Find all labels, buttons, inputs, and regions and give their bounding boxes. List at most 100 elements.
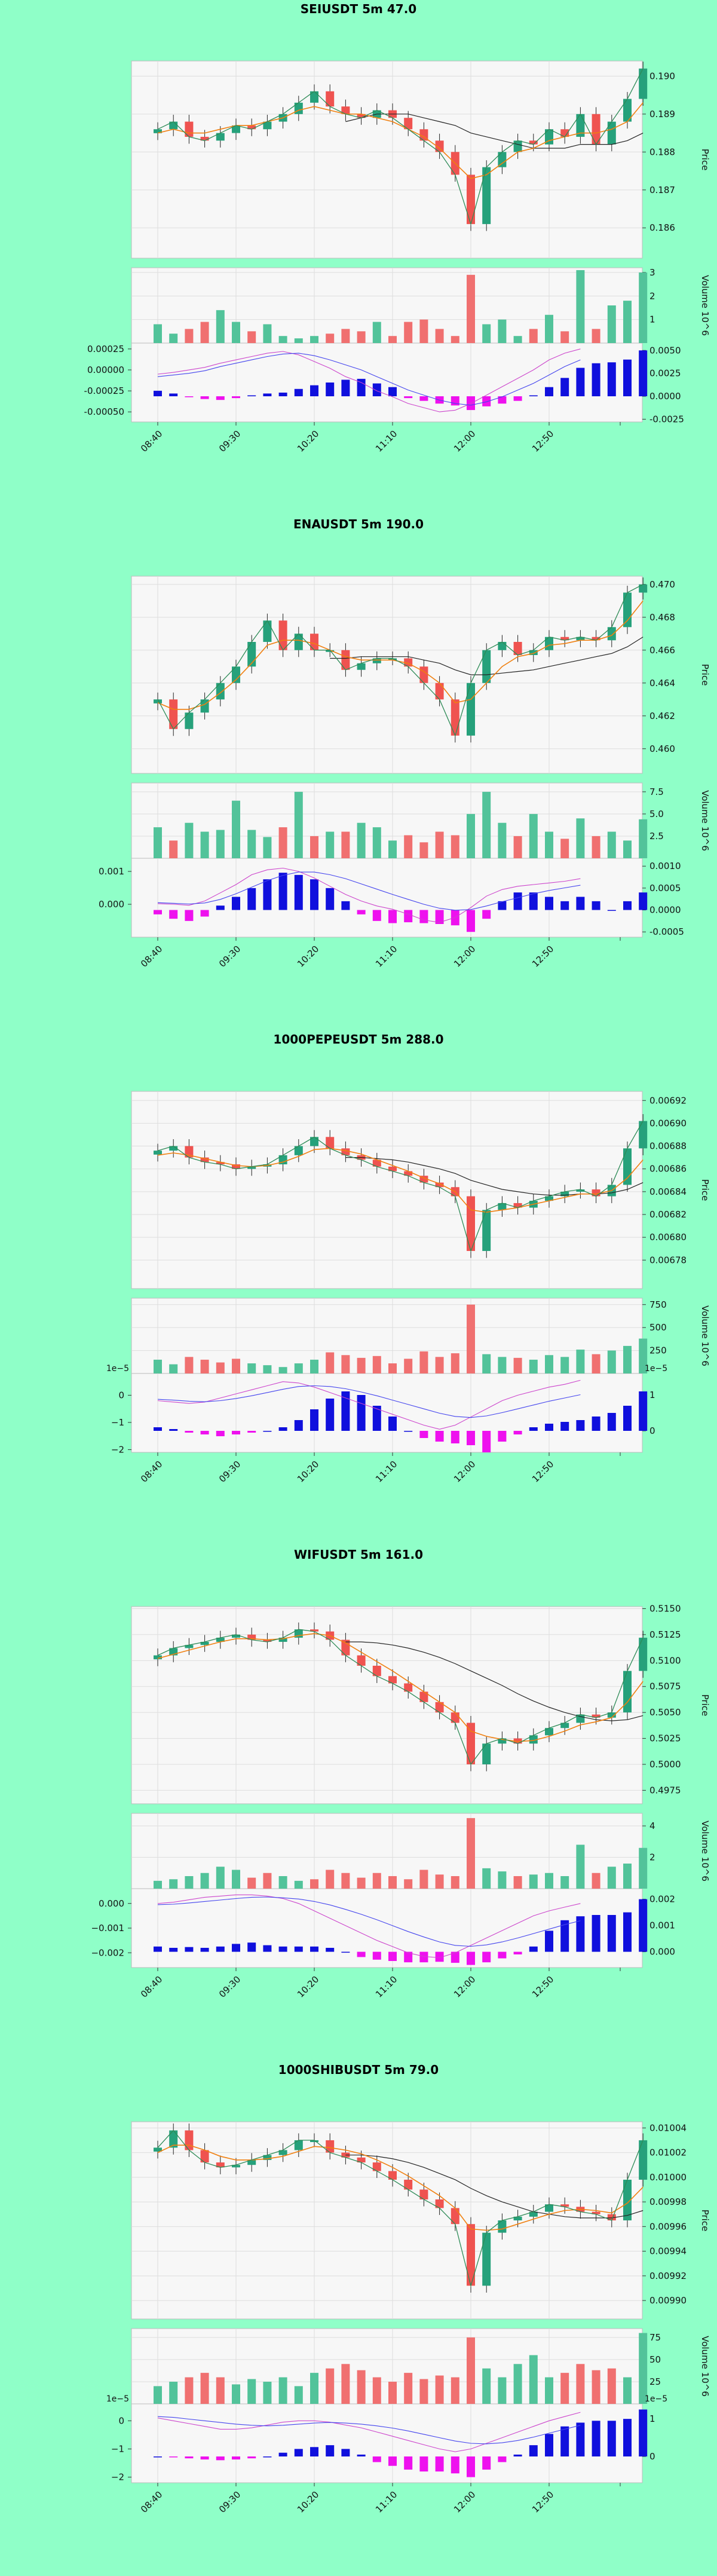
volume-tick-label: 750 — [649, 1299, 667, 1310]
macd-hist-bar — [310, 1946, 318, 1952]
x-tick-label: 12:00 — [452, 1974, 477, 2000]
volume-bar — [232, 2384, 240, 2404]
candle — [435, 2199, 444, 2208]
ma-long-line — [330, 637, 644, 675]
volume-bar — [498, 319, 507, 343]
macd-hist-bar — [263, 1945, 272, 1952]
macd-right-tick-label: 0.0025 — [649, 368, 681, 379]
macd-hist-bar — [216, 2456, 225, 2461]
macd-hist-bar — [498, 2456, 507, 2462]
volume-bar — [278, 2377, 287, 2404]
volume-bar — [639, 272, 648, 343]
macd-hist-bar — [639, 2409, 648, 2456]
macd-hist-bar — [592, 2421, 600, 2456]
x-tick-label: 10:20 — [295, 2489, 321, 2515]
volume-bar — [419, 1870, 428, 1889]
volume-bar — [247, 2379, 256, 2404]
volume-bar — [185, 1876, 194, 1889]
volume-bar — [200, 2373, 209, 2404]
volume-bar — [232, 322, 240, 343]
macd-right-tick-label: 0.0000 — [649, 905, 681, 916]
volume-bar — [357, 822, 366, 858]
macd-hist-bar — [185, 910, 194, 921]
volume-bar — [513, 1357, 522, 1373]
candle — [232, 666, 240, 683]
price-tick-label: 0.01002 — [649, 2147, 687, 2158]
price-tick-label: 0.00692 — [649, 1095, 687, 1106]
macd-hist-bar — [576, 1916, 585, 1952]
macd-hist-bar — [278, 2452, 287, 2456]
macd-line — [157, 2412, 581, 2452]
candle — [216, 2162, 225, 2168]
volume-bar — [278, 336, 287, 343]
candle — [263, 1639, 272, 1642]
volume-bar — [482, 1354, 491, 1373]
volume-bar — [607, 2368, 616, 2404]
volume-bar — [341, 2364, 350, 2404]
candle — [529, 140, 538, 145]
macd-right-tick-label: 0.0000 — [649, 391, 681, 402]
candle — [372, 1159, 381, 1167]
macd-hist-bar — [498, 1951, 507, 1959]
candle — [592, 2211, 600, 2214]
volume-bar — [341, 1355, 350, 1373]
price-panel — [131, 1091, 643, 1289]
volume-tick-label: 500 — [649, 1322, 667, 1333]
macd-right-tick-label: 0.0005 — [649, 883, 681, 894]
candle — [639, 2140, 648, 2180]
macd-hist-bar — [372, 1406, 381, 1431]
volume-bar — [341, 831, 350, 858]
candle — [545, 1728, 553, 1736]
volume-bar — [185, 329, 194, 343]
macd-panel — [131, 1373, 643, 1453]
macd-hist-bar — [545, 387, 553, 397]
volume-bar — [216, 1362, 225, 1373]
x-tick-label: 12:00 — [452, 944, 477, 969]
price-tick-label: 0.466 — [649, 645, 675, 656]
candle — [639, 68, 648, 99]
candle — [216, 683, 225, 700]
candle — [310, 1629, 318, 1632]
candle — [185, 1645, 194, 1648]
macd-hist-bar — [576, 368, 585, 397]
volume-bar — [200, 1359, 209, 1373]
volume-bar — [310, 336, 318, 343]
candle — [388, 2171, 397, 2180]
macd-hist-bar — [560, 2426, 569, 2456]
volume-bar — [529, 329, 538, 343]
macd-hist-bar — [529, 892, 538, 910]
candle — [623, 1148, 632, 1185]
candle — [341, 106, 350, 114]
volume-bar — [498, 1357, 507, 1373]
macd-hist-bar — [419, 1431, 428, 1438]
macd-panel — [131, 2403, 643, 2483]
macd-panel — [131, 1888, 643, 1968]
candle — [294, 2140, 303, 2150]
volume-bar — [607, 1867, 616, 1889]
macd-panel — [131, 858, 643, 938]
candle — [310, 1137, 318, 1146]
candle — [278, 620, 287, 650]
candle — [169, 1146, 178, 1151]
macd-hist-bar — [310, 2447, 318, 2456]
volume-bar — [372, 1356, 381, 1373]
volume-bar — [216, 1867, 225, 1889]
macd-hist-bar — [372, 2456, 381, 2462]
macd-hist-bar — [576, 1420, 585, 1431]
volume-bar — [451, 835, 459, 858]
trend-line — [157, 584, 644, 737]
volume-bar — [451, 1876, 459, 1889]
macd-hist-bar — [341, 380, 350, 397]
macd-left-exponent: 1e−5 — [106, 2394, 129, 2404]
volume-bar — [592, 1354, 600, 1373]
volume-bar — [294, 791, 303, 858]
macd-hist-bar — [482, 1431, 491, 1452]
volume-bar — [341, 329, 350, 343]
candle — [513, 2216, 522, 2220]
macd-hist-bar — [560, 1920, 569, 1952]
volume-bar — [185, 2377, 194, 2404]
macd-hist-bar — [467, 1951, 475, 1965]
x-tick-label: 12:00 — [452, 429, 477, 454]
macd-hist-bar — [326, 2445, 335, 2456]
x-tick-label: 12:50 — [530, 1974, 556, 2000]
